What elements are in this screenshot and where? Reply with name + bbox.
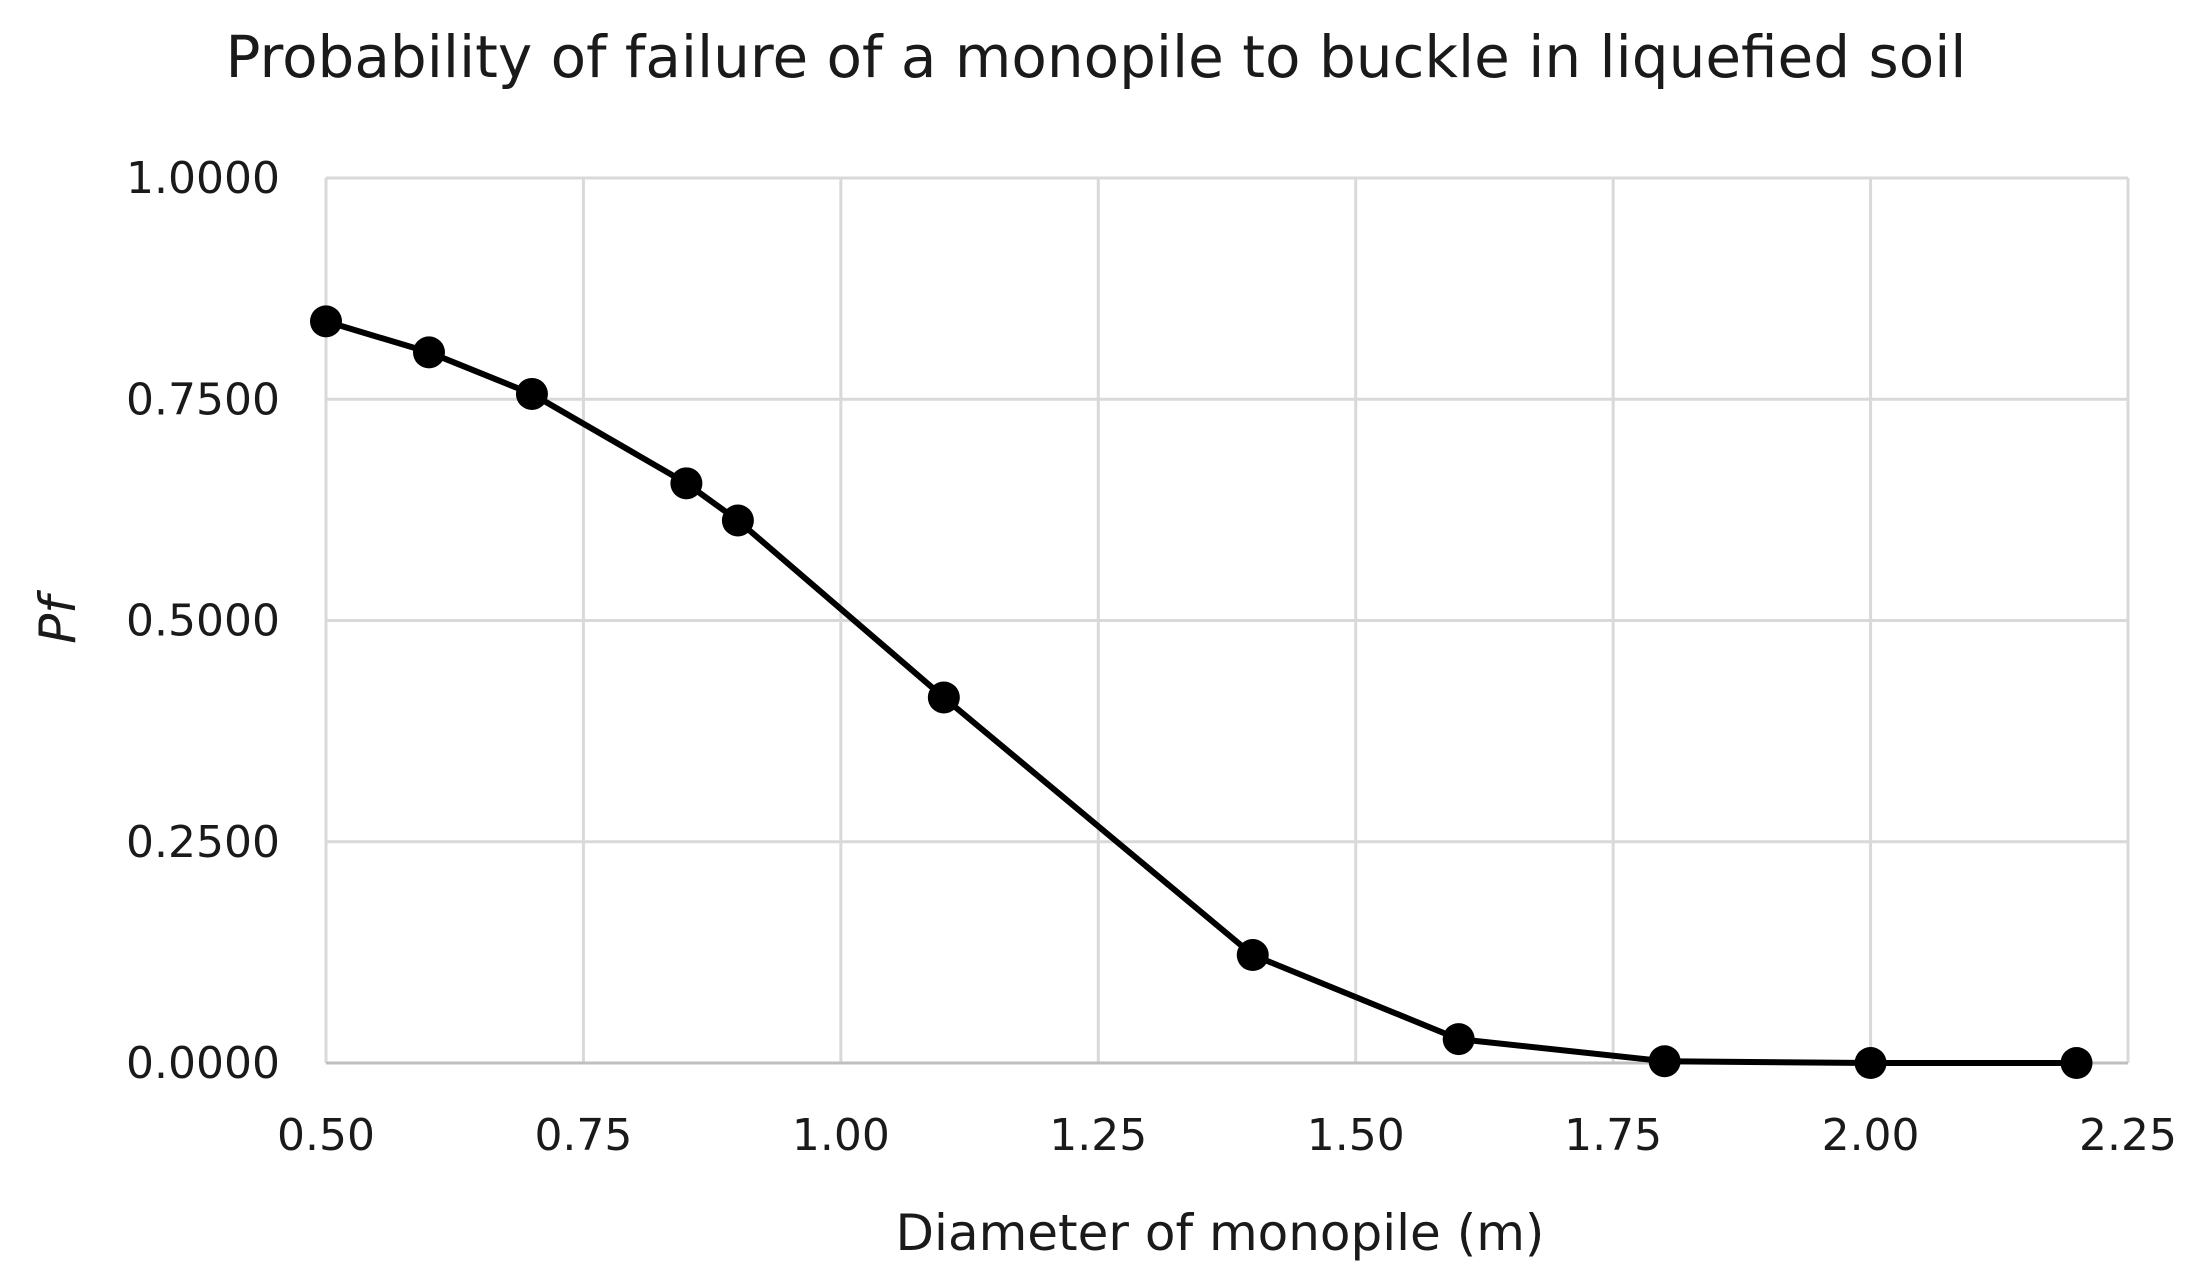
x-tick-label: 0.50 xyxy=(277,1110,375,1161)
x-axis-ticks: 0.50 0.75 1.00 1.25 1.50 1.75 2.00 2.25 xyxy=(277,1110,2177,1161)
x-tick-label: 2.00 xyxy=(1822,1110,1920,1161)
x-axis-label: Diameter of monopile (m) xyxy=(896,1204,1545,1262)
chart-title: Probability of failure of a monopile to … xyxy=(226,23,1967,91)
data-point xyxy=(721,504,754,537)
x-tick-label: 2.25 xyxy=(2079,1110,2177,1161)
data-point xyxy=(670,467,703,500)
data-point xyxy=(927,681,960,714)
data-point xyxy=(515,377,548,410)
y-tick-label: 0.7500 xyxy=(126,374,280,425)
data-point xyxy=(310,305,342,338)
data-point xyxy=(1648,1045,1681,1078)
y-tick-label: 0.5000 xyxy=(126,596,280,647)
data-point xyxy=(2060,1047,2093,1079)
data-point xyxy=(412,336,445,369)
y-axis-ticks: 0.0000 0.2500 0.5000 0.7500 1.0000 xyxy=(126,153,280,1089)
data-point xyxy=(1236,939,1269,972)
x-tick-label: 0.75 xyxy=(534,1110,632,1161)
x-tick-label: 1.00 xyxy=(792,1110,890,1161)
data-point xyxy=(1854,1047,1887,1079)
y-tick-label: 0.0000 xyxy=(126,1038,280,1089)
x-tick-label: 1.50 xyxy=(1307,1110,1405,1161)
y-axis-label: Pf xyxy=(29,590,87,644)
data-point xyxy=(1442,1023,1475,1056)
series-pf xyxy=(310,305,2093,1079)
y-tick-label: 1.0000 xyxy=(126,153,280,204)
series-line xyxy=(325,318,2077,1066)
grid xyxy=(324,176,2130,1063)
x-tick-label: 1.25 xyxy=(1049,1110,1147,1161)
y-tick-label: 0.2500 xyxy=(126,817,280,868)
x-tick-label: 1.75 xyxy=(1564,1110,1662,1161)
